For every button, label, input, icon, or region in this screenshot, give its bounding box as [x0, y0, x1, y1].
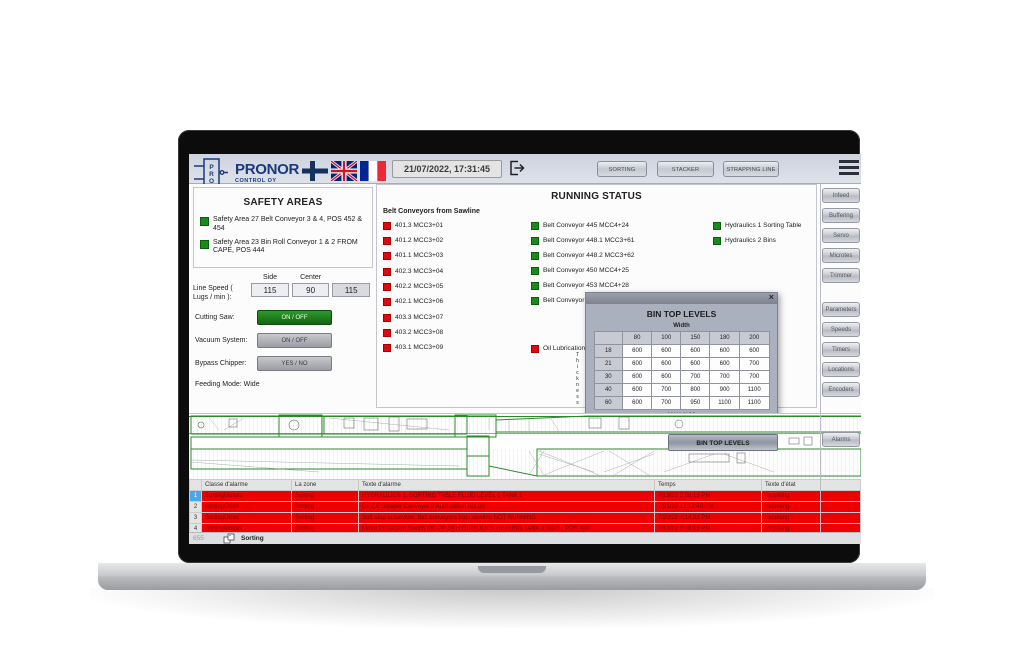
svg-text:R: R	[209, 171, 214, 178]
svg-text:P: P	[209, 164, 214, 171]
